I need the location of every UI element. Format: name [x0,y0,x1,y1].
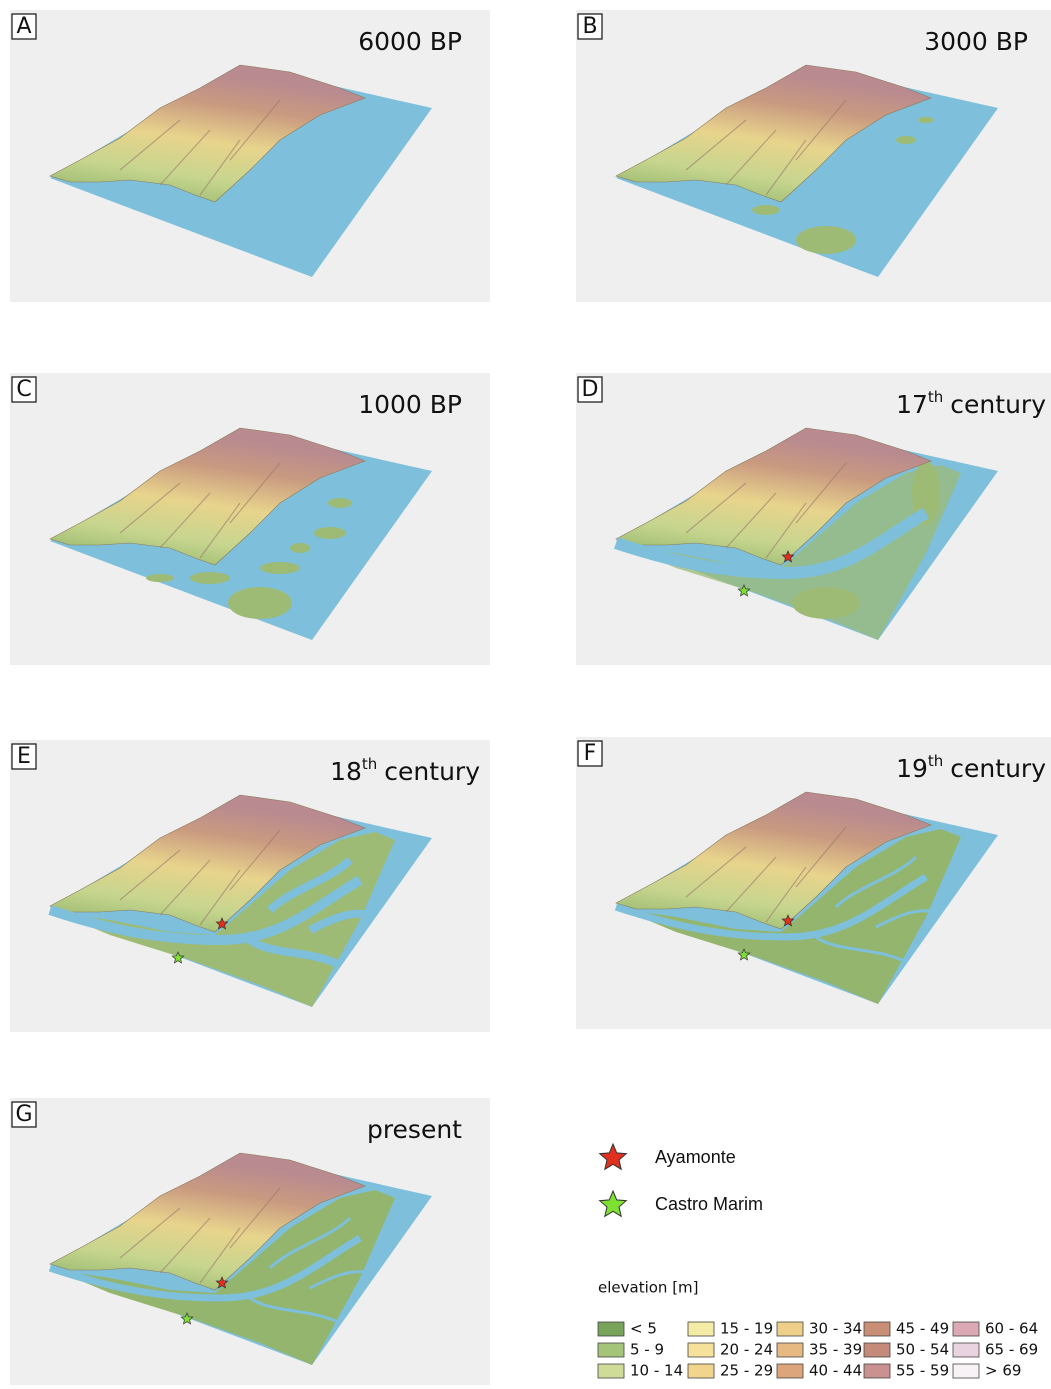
legend-class-label: 25 - 29 [720,1362,773,1380]
panel-title-rest: century [950,390,1046,419]
map-panel: D 17th century [576,373,1051,665]
legend-class-label: 5 - 9 [630,1341,664,1359]
legend-class-label: 55 - 59 [896,1362,949,1380]
lowland-island [146,574,174,582]
legend-swatch [953,1343,979,1357]
panel-title-main: 1000 BP [358,390,462,419]
panel-title-sup: th [928,388,943,406]
panel-title: 17th century [896,388,1046,420]
legend-label: Ayamonte [655,1147,736,1167]
legend-swatch [598,1343,624,1357]
legend-swatch [864,1364,890,1378]
legend-class-label: 60 - 64 [985,1320,1038,1338]
figure: A6000 BPB3000 BPC1000 BPD17thcenturyE18t… [0,0,1051,1385]
panel-title: 6000 BP [358,27,462,56]
legend-star [600,1144,627,1169]
lowland-island [290,543,310,553]
legend-swatch [777,1343,803,1357]
legend-class-label: 15 - 19 [720,1320,773,1338]
panel-letter: B [582,14,597,39]
panel-letter: C [16,377,31,402]
lowland-island [328,498,352,508]
legend-swatch [864,1343,890,1357]
legend-swatch [598,1364,624,1378]
panel-title-sup: th [362,755,377,773]
map-panel: F 19th century [576,737,1051,1029]
lowland-island [896,136,916,144]
panel-letter: A [16,14,31,39]
panel-letter: G [15,1102,32,1127]
panel-title-main: 3000 BP [924,27,1028,56]
lowland-island [796,226,856,254]
legend-swatch [688,1364,714,1378]
lowland-island [752,205,780,215]
legend-swatch [688,1343,714,1357]
map-panel: C 1000 BP [10,373,490,665]
lowland-island [918,117,934,123]
panel-title: 19th century [896,752,1046,784]
legend-class-label: > 69 [985,1362,1021,1380]
legend-class-label: 50 - 54 [896,1341,949,1359]
legend-class-label: 30 - 34 [809,1320,862,1338]
panel-letter: E [17,744,31,769]
legend-class-label: 45 - 49 [896,1320,949,1338]
panel-title-main: 18 [330,757,362,786]
legend-swatch [953,1364,979,1378]
legend-class-label: 40 - 44 [809,1362,862,1380]
legend-swatch [864,1322,890,1336]
lowland-island [792,587,860,619]
lowland-island [228,587,292,619]
legend-class-label: 65 - 69 [985,1341,1038,1359]
panel-title-main: 17 [896,390,928,419]
panel-title-sup: th [928,752,943,770]
legend-class-label: 35 - 39 [809,1341,862,1359]
panel-title-main: 19 [896,754,928,783]
elevation-title: elevation [m] [598,1279,699,1297]
panel-letter: F [584,741,597,766]
legend-swatch [598,1322,624,1336]
legend-swatch [688,1322,714,1336]
legend-class-label: 20 - 24 [720,1341,773,1359]
legend-class-label: 10 - 14 [630,1362,683,1380]
lowland-island [190,572,230,584]
panel-title-main: 6000 BP [358,27,462,56]
legend-star [600,1191,627,1216]
legend-class-label: < 5 [630,1320,657,1338]
legend-label: Castro Marim [655,1194,763,1214]
panel-letter: D [582,377,599,402]
legend-swatch [777,1364,803,1378]
panel-title: 18th century [330,755,480,787]
map-panel: A 6000 BP [10,10,490,302]
panel-title: 3000 BP [924,27,1028,56]
lowland-island [314,527,346,539]
map-panel: B 3000 BP [576,10,1051,302]
panel-title-rest: century [384,757,480,786]
panel-title-rest: century [950,754,1046,783]
lowland-island [260,562,300,574]
panel-title-main: present [367,1115,462,1144]
panel-title: 1000 BP [358,390,462,419]
legend-swatch [953,1322,979,1336]
map-panel: E 18th century [10,740,490,1032]
panel-title: present [367,1115,462,1144]
legend-swatch [777,1322,803,1336]
